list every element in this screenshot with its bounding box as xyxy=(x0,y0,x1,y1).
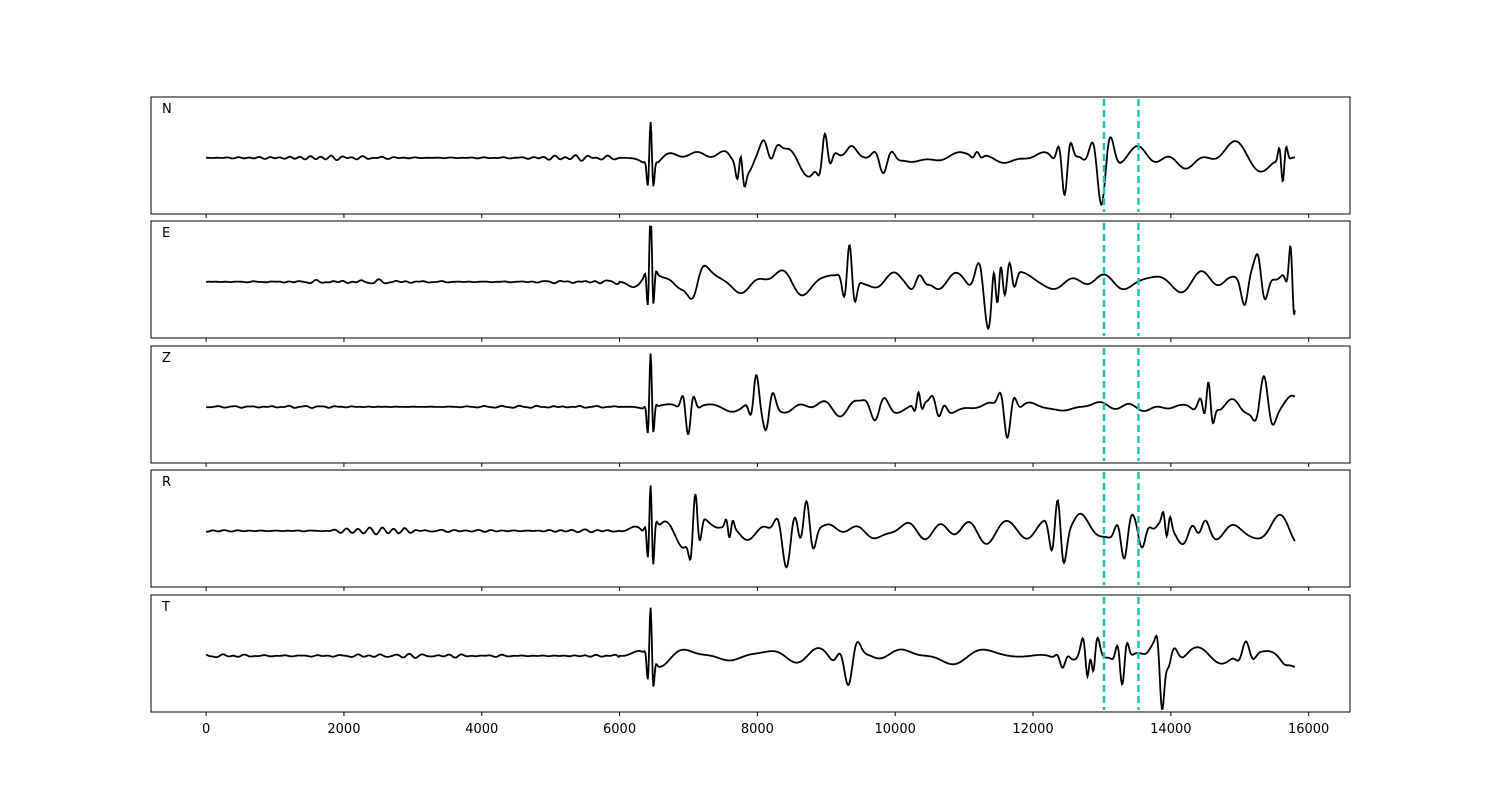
panel-r: R xyxy=(150,469,1351,591)
panel-frame xyxy=(150,469,1351,588)
x-tick-label: 8000 xyxy=(741,722,774,737)
panel-frame xyxy=(150,220,1351,339)
panel-frame xyxy=(150,345,1351,464)
panel-label-e: E xyxy=(162,226,170,241)
trace-r xyxy=(205,485,1296,569)
panel-label-t: T xyxy=(161,600,170,615)
panel-label-n: N xyxy=(162,102,172,117)
trace-t xyxy=(205,607,1295,710)
trace-n xyxy=(206,121,1295,207)
x-tick-label: 6000 xyxy=(603,722,636,737)
x-tick-label: 4000 xyxy=(465,722,498,737)
panel-z: Z xyxy=(150,345,1351,467)
panel-n: N xyxy=(150,96,1351,218)
panel-t: T xyxy=(150,594,1351,716)
panel-e: E xyxy=(150,220,1351,342)
x-tick-label: 0 xyxy=(202,722,210,737)
x-tick-label: 14000 xyxy=(1150,722,1191,737)
panel-label-r: R xyxy=(162,475,171,490)
x-tick-label: 2000 xyxy=(327,722,360,737)
x-tick-label: 10000 xyxy=(875,722,916,737)
trace-e xyxy=(206,225,1296,331)
panel-frame xyxy=(150,96,1351,215)
trace-z xyxy=(205,353,1296,439)
x-tick-label: 12000 xyxy=(1012,722,1053,737)
panel-label-z: Z xyxy=(162,351,171,366)
x-tick-label: 16000 xyxy=(1288,722,1329,737)
